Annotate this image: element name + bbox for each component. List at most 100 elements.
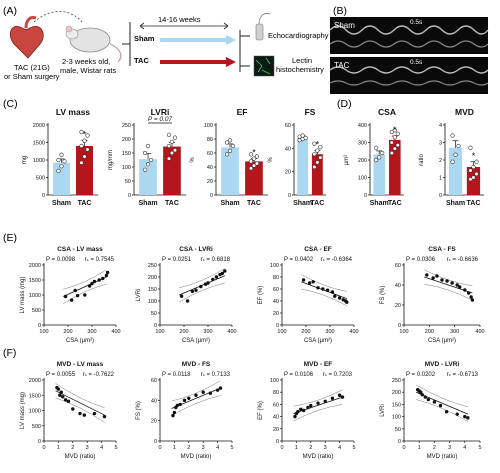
category-label: Sham <box>221 200 240 207</box>
y-axis-label: ratio <box>419 154 425 166</box>
x-tick-label: 3 <box>202 445 205 451</box>
data-point <box>172 410 177 415</box>
data-point <box>435 274 439 278</box>
category-label: TAC <box>388 200 402 207</box>
y-tick-label: 0 <box>38 323 41 329</box>
y-tick-label: 250 <box>392 378 401 384</box>
data-point <box>377 155 382 160</box>
data-point <box>470 298 475 302</box>
y-tick-label: 0 <box>398 439 401 445</box>
tac-arrow <box>160 60 226 64</box>
data-point <box>299 407 303 411</box>
echo-tac-time: 0.5s <box>410 59 423 66</box>
data-point <box>315 148 320 153</box>
data-point <box>59 164 64 169</box>
data-point <box>296 410 300 414</box>
data-point <box>293 414 297 419</box>
confidence-band-lower <box>424 283 473 301</box>
y-tick-label: 150 <box>148 287 157 293</box>
data-point <box>56 168 61 173</box>
chart-lvmass: 0 500 1000 1500 2000 mg LV mass Sham TAC * <box>22 107 98 207</box>
data-point <box>175 403 179 408</box>
data-point <box>227 138 233 143</box>
x-axis-label: CSA (µm²) <box>428 338 456 344</box>
chart-title: CSA - FS <box>428 246 456 253</box>
echo-sham-label: Sham <box>334 21 355 30</box>
data-point <box>474 159 479 164</box>
data-point <box>374 157 379 163</box>
data-point <box>455 283 459 287</box>
data-point <box>312 164 317 170</box>
y-tick-label: 60 <box>395 263 401 269</box>
y-axis-label: LV mass (mg) <box>20 277 26 314</box>
x-tick-label: 4 <box>100 445 103 451</box>
data-point <box>432 400 437 404</box>
data-point <box>453 152 458 157</box>
y-tick-label: 100 <box>270 263 279 269</box>
data-point <box>56 157 61 163</box>
data-point <box>392 146 397 151</box>
y-axis-label: mg <box>22 156 28 164</box>
data-point <box>303 135 308 140</box>
data-point <box>468 145 473 150</box>
category-label: TAC <box>78 200 92 207</box>
x-tick-label: 4 <box>463 445 466 451</box>
chart-title: MVD - FS <box>182 361 211 368</box>
data-point <box>395 143 400 148</box>
y-tick-label: 4 <box>439 123 442 129</box>
panel-label-c: (C) <box>3 98 18 110</box>
data-point <box>105 270 110 275</box>
panel-label-d: (D) <box>337 98 352 110</box>
y-tick-label: 0 <box>439 193 442 199</box>
r-value: rₛ = 0.7133 <box>201 372 231 378</box>
y-tick-label: 1 <box>439 176 442 182</box>
x-tick-label: 0 <box>42 445 45 451</box>
chart-title: CSA - LV mass <box>57 246 103 253</box>
data-point <box>312 152 317 157</box>
y-tick-label: 0 <box>154 439 157 445</box>
y-tick-label: 60 <box>285 123 291 129</box>
data-point <box>206 281 210 285</box>
x-tick-label: 300 <box>203 329 212 335</box>
heart-icon <box>9 26 44 59</box>
y-tick-label: 20 <box>151 419 157 425</box>
x-tick-label: 4 <box>338 445 341 451</box>
data-point <box>392 135 397 140</box>
data-point <box>79 143 84 149</box>
y-tick-label: 60 <box>273 402 279 408</box>
y-tick-label: 40 <box>207 165 213 171</box>
significance-star: * <box>316 140 320 150</box>
confidence-band-lower <box>179 282 225 303</box>
data-point <box>395 131 400 136</box>
y-tick-label: 60 <box>273 287 279 293</box>
y-axis-label: LV mass (mg) <box>20 392 26 429</box>
data-point <box>82 154 87 159</box>
data-point <box>450 159 455 164</box>
data-point <box>374 145 379 150</box>
sham-arrow <box>160 38 226 42</box>
y-tick-label: 2000 <box>33 123 45 129</box>
data-point <box>438 403 443 408</box>
data-point <box>251 156 257 161</box>
y-axis-label: µm² <box>344 155 350 165</box>
data-point <box>306 405 310 410</box>
y-tick-label: 0 <box>42 193 45 199</box>
echo-sham-time: 0.5s <box>410 19 423 26</box>
data-point <box>463 414 467 419</box>
confidence-band-upper <box>416 384 468 408</box>
data-point <box>248 152 254 157</box>
data-point <box>340 395 345 399</box>
y-tick-label: 250 <box>122 123 131 129</box>
duration-label: 14-16 weeks <box>158 15 201 24</box>
y-axis-label: mg/mm <box>108 150 114 170</box>
y-tick-label: 1000 <box>33 158 45 164</box>
chart-title: MVD - EF <box>304 361 333 368</box>
data-point <box>169 150 175 156</box>
data-point <box>211 277 215 282</box>
data-point <box>323 399 327 404</box>
y-tick-label: 0 <box>210 193 213 199</box>
confidence-band-lower <box>293 404 343 422</box>
data-point <box>63 294 68 299</box>
panel-label-b: (B) <box>333 5 347 17</box>
data-point <box>463 288 467 292</box>
